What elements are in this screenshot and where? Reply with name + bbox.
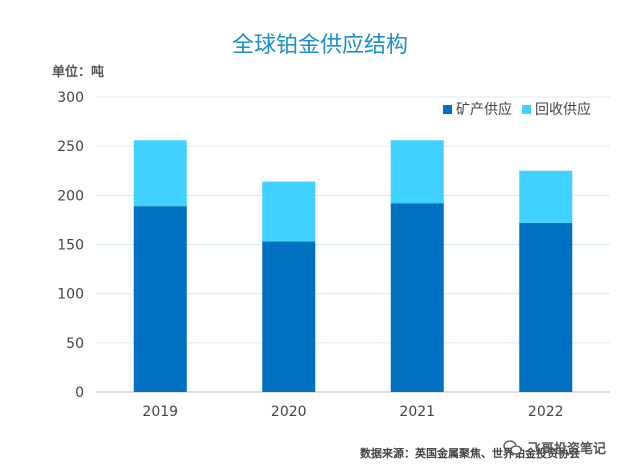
bar-recycle-2022 <box>519 170 573 223</box>
y-axis: 0 50 100 150 200 250 300 <box>57 90 84 401</box>
x-tick-label: 2021 <box>399 404 435 420</box>
y-tick-label: 300 <box>57 90 84 106</box>
legend-label: 矿产供应 <box>456 101 512 118</box>
watermark: 飞哥投资笔记 <box>503 440 606 457</box>
wechat-icon <box>503 440 522 455</box>
bars <box>133 140 573 392</box>
bar-mine-2021 <box>390 203 444 392</box>
bar-recycle-2019 <box>133 140 187 207</box>
y-tick-label: 200 <box>57 188 84 204</box>
legend-swatch <box>522 105 531 114</box>
legend: 矿产供应 回收供应 <box>443 101 591 118</box>
y-tick-label: 100 <box>57 287 84 303</box>
unit-label: 单位：吨 <box>52 64 104 80</box>
x-axis: 2019 2020 2021 2022 <box>142 404 563 420</box>
bar-recycle-2020 <box>262 181 316 242</box>
source-note: 数据来源：英国金属聚焦、世界铂金投资协会 <box>360 446 581 460</box>
y-tick-label: 50 <box>66 336 84 352</box>
y-tick-label: 150 <box>57 238 84 254</box>
y-tick-label: 250 <box>57 139 84 155</box>
legend-label: 回收供应 <box>535 101 591 118</box>
bar-recycle-2021 <box>390 140 444 204</box>
chart-title: 全球铂金供应结构 <box>232 33 408 58</box>
bar-mine-2022 <box>519 222 573 392</box>
watermark-text: 飞哥投资笔记 <box>528 441 606 457</box>
x-tick-label: 2022 <box>528 404 564 420</box>
legend-swatch <box>443 105 452 114</box>
x-tick-label: 2019 <box>142 404 178 420</box>
x-tick-label: 2020 <box>271 404 307 420</box>
bar-mine-2020 <box>262 241 316 392</box>
y-tick-label: 0 <box>75 385 84 401</box>
bar-mine-2019 <box>133 206 187 392</box>
